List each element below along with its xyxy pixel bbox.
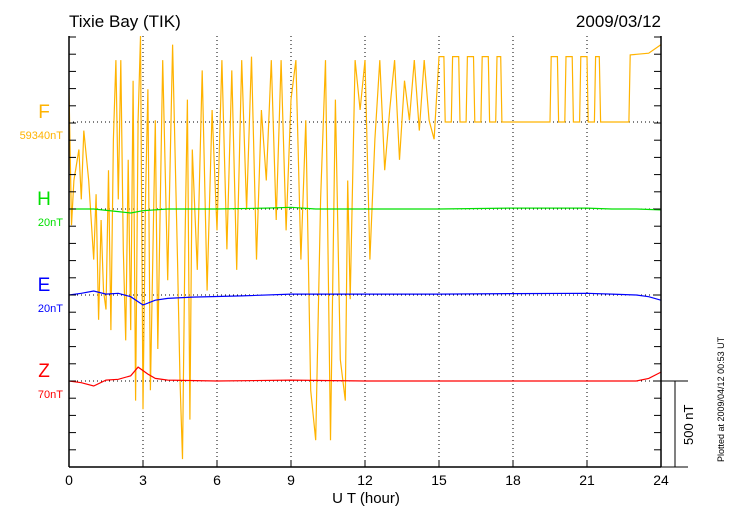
scale-bar-label: 500 nT — [681, 404, 696, 445]
trace-baseline-f: 59340nT — [20, 130, 64, 142]
chart-title: Tixie Bay (TIK) — [69, 12, 181, 31]
axes: 0 3 6 9 12 15 18 21 24 — [65, 36, 688, 488]
trace-baseline-z: 70nT — [38, 389, 63, 401]
x-tick-label: 15 — [431, 472, 447, 488]
trace-baseline-h: 20nT — [38, 217, 63, 229]
trace-h — [69, 206, 661, 214]
trace-z — [69, 366, 661, 387]
x-tick-label: 24 — [653, 472, 669, 488]
trace-name-z: Z — [38, 361, 50, 382]
x-tick-label: 18 — [505, 472, 521, 488]
grid — [69, 36, 661, 467]
trace-f — [69, 36, 661, 460]
x-tick-label: 3 — [139, 472, 147, 488]
trace-name-h: H — [37, 189, 51, 210]
trace-name-f: F — [38, 102, 50, 123]
x-axis-label: U T (hour) — [332, 490, 400, 507]
trace-baseline-e: 20nT — [38, 303, 63, 315]
x-tick-label: 6 — [213, 472, 221, 488]
trace-name-e: E — [38, 275, 51, 296]
trace-labels: F 59340nT H 20nT E 20nT Z 70nT — [20, 102, 64, 401]
x-tick-label: 9 — [287, 472, 295, 488]
traces — [69, 36, 661, 460]
chart-date: 2009/03/12 — [576, 12, 661, 31]
x-tick-label: 12 — [357, 472, 373, 488]
x-tick-label: 0 — [65, 472, 73, 488]
x-tick-label: 21 — [579, 472, 595, 488]
trace-e — [69, 290, 661, 306]
plotted-note: Plotted at 2009/04/12 00:53 UT — [716, 336, 726, 462]
